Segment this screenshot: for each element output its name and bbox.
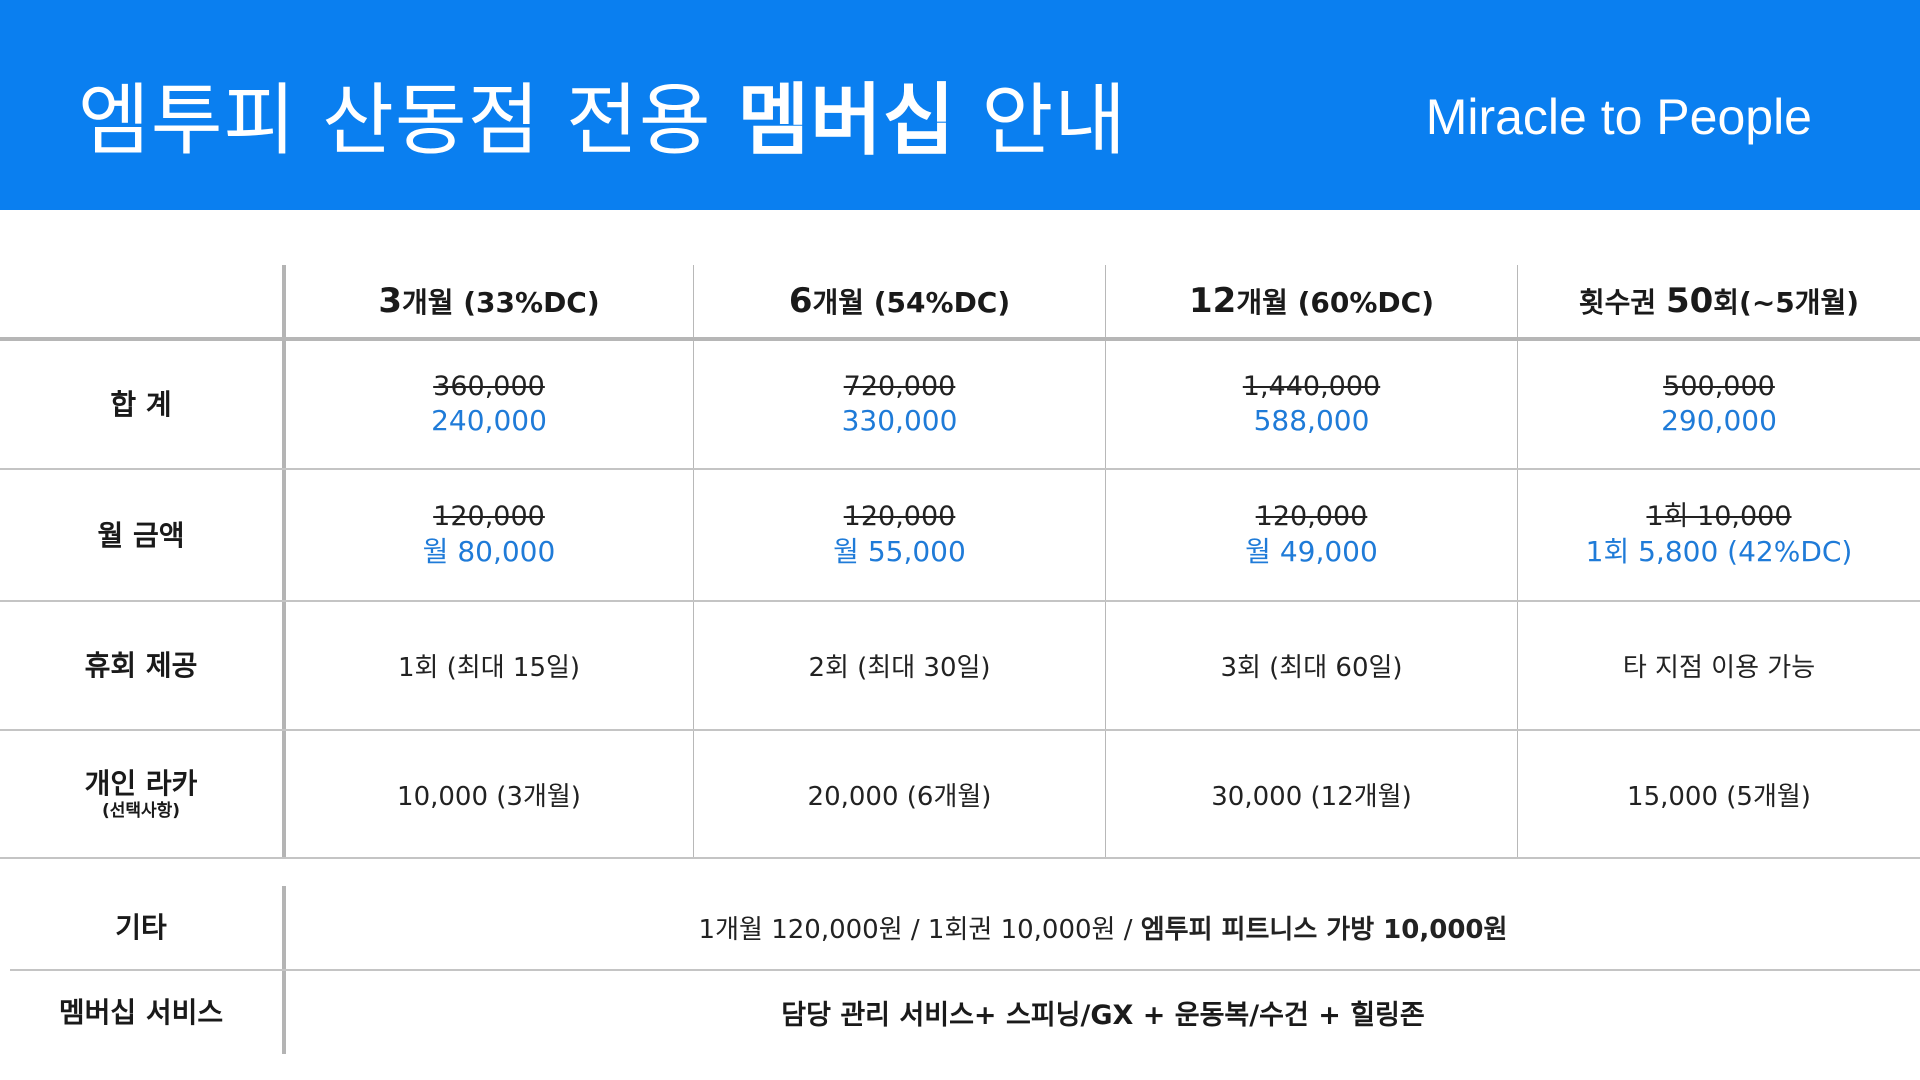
total-cell-3-months: 360,000 240,000	[285, 341, 693, 468]
column-header-6-months: 6개월 (54%DC)	[788, 281, 1011, 321]
discount-price: 월 80,000	[422, 534, 556, 568]
column-header-12-months: 12개월 (60%DC)	[1188, 281, 1434, 321]
total-cell-6-months: 720,000 330,000	[694, 341, 1105, 468]
locker-cell-3-months: 10,000 (3개월)	[397, 781, 581, 812]
original-price: 120,000	[1255, 501, 1368, 533]
column-divider	[693, 265, 694, 859]
pause-cell-12-months: 3회 (최대 60일)	[1220, 653, 1403, 683]
monthly-cell-50-sessions: 1회 10,000 1회 5,800 (42%DC)	[1518, 470, 1920, 600]
row-header-pause: 휴회 제공	[84, 649, 198, 682]
pause-cell-6-months: 2회 (최대 30일)	[808, 653, 991, 683]
monthly-cell-6-months: 120,000 월 55,000	[694, 470, 1105, 600]
row-header-service: 멤버십 서비스	[58, 996, 224, 1029]
discount-price: 240,000	[431, 404, 547, 438]
discount-price: 1회 5,800 (42%DC)	[1585, 534, 1853, 568]
original-price: 120,000	[843, 501, 956, 533]
discount-price: 290,000	[1661, 404, 1777, 438]
original-price: 360,000	[433, 370, 545, 402]
column-header-50-sessions: 횟수권 50회(~5개월)	[1578, 281, 1860, 321]
page-title: 엠투피 산동점 전용 멤버십 안내	[78, 76, 1128, 166]
monthly-cell-3-months: 120,000 월 80,000	[285, 470, 693, 600]
row-divider	[0, 468, 1920, 470]
locker-cell-50-sessions: 15,000 (5개월)	[1627, 781, 1811, 812]
column-divider	[1517, 265, 1518, 859]
total-cell-50-sessions: 500,000 290,000	[1518, 341, 1920, 468]
row-divider	[0, 857, 1920, 859]
row-divider	[0, 600, 1920, 602]
header-banner: 엠투피 산동점 전용 멤버십 안내 Miracle to People	[0, 0, 1920, 210]
row-header-etc: 기타	[115, 911, 167, 944]
row-header-monthly: 월 금액	[97, 518, 185, 552]
original-price: 500,000	[1663, 370, 1775, 402]
discount-price: 330,000	[841, 404, 958, 438]
original-price: 120,000	[433, 501, 545, 533]
monthly-cell-12-months: 120,000 월 49,000	[1106, 470, 1517, 600]
etc-text: 1개월 120,000원 / 1회권 10,000원 / 엠투피 피트니스 가방…	[698, 915, 1508, 945]
header-row-divider	[0, 337, 1920, 341]
original-price: 1,440,000	[1242, 370, 1381, 402]
original-price: 1회 10,000	[1646, 501, 1792, 533]
tagline: Miracle to People	[1425, 89, 1812, 145]
row-header-total: 합 계	[110, 388, 172, 421]
row-header-locker-note: (선택사항)	[101, 800, 181, 821]
row-header-locker: 개인 라카 (선택사항)	[84, 766, 198, 821]
footer-row-divider	[10, 969, 1920, 971]
pause-cell-3-months: 1회 (최대 15일)	[397, 653, 581, 683]
discount-price: 월 49,000	[1245, 534, 1378, 568]
discount-price: 월 55,000	[833, 534, 966, 568]
pause-cell-50-sessions: 타 지점 이용 가능	[1622, 653, 1816, 683]
locker-cell-6-months: 20,000 (6개월)	[807, 781, 992, 812]
column-divider	[1105, 265, 1106, 859]
discount-price: 588,000	[1253, 404, 1370, 438]
row-header-divider	[282, 265, 286, 859]
locker-cell-12-months: 30,000 (12개월)	[1211, 781, 1412, 812]
row-divider	[0, 729, 1920, 731]
total-cell-12-months: 1,440,000 588,000	[1106, 341, 1517, 468]
original-price: 720,000	[843, 370, 956, 402]
column-header-3-months: 3개월 (33%DC)	[378, 281, 600, 321]
service-text: 담당 관리 서비스+ 스피닝/GX + 운동복/수건 + 힐링존	[781, 1000, 1425, 1031]
